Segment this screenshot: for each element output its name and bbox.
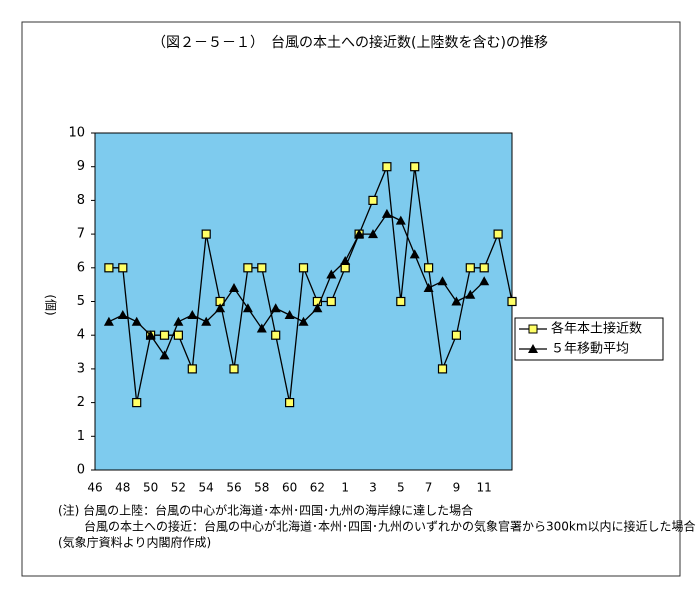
data-point bbox=[242, 303, 253, 313]
data-point bbox=[117, 309, 128, 319]
data-point bbox=[424, 263, 434, 273]
x-tick-label: 54 bbox=[199, 481, 214, 495]
y-axis-label: (個) bbox=[44, 294, 58, 315]
data-point bbox=[437, 276, 448, 286]
note: (気象庁資料より内閣府作成) bbox=[58, 535, 211, 550]
data-point bbox=[312, 303, 323, 313]
data-point bbox=[298, 316, 309, 326]
x-tick-label: 60 bbox=[282, 481, 297, 495]
y-tick-label: 3 bbox=[77, 361, 85, 376]
data-point bbox=[451, 296, 462, 306]
x-tick-label: 48 bbox=[115, 481, 130, 495]
x-tick-label: 50 bbox=[143, 481, 158, 495]
legend bbox=[514, 317, 664, 361]
data-point bbox=[354, 229, 365, 239]
data-point bbox=[437, 364, 448, 374]
data-point bbox=[298, 263, 309, 273]
data-point bbox=[131, 316, 142, 326]
data-point bbox=[229, 364, 239, 374]
data-point bbox=[326, 296, 336, 307]
legend-marker bbox=[528, 324, 538, 334]
data-point bbox=[201, 229, 211, 239]
data-point bbox=[159, 350, 170, 360]
data-point bbox=[479, 276, 490, 286]
x-tick-label: 52 bbox=[171, 481, 186, 495]
y-tick-label: 2 bbox=[77, 395, 85, 410]
x-tick-label: 58 bbox=[254, 481, 269, 495]
data-point bbox=[201, 316, 212, 326]
data-point bbox=[173, 316, 184, 326]
x-tick-label: 62 bbox=[310, 481, 325, 495]
data-point bbox=[187, 364, 197, 374]
y-tick-label: 6 bbox=[77, 260, 85, 275]
y-tick-label: 0 bbox=[77, 463, 85, 478]
x-tick-label: 3 bbox=[369, 481, 377, 495]
data-point bbox=[326, 269, 337, 279]
data-point bbox=[285, 398, 295, 408]
data-point bbox=[507, 296, 517, 307]
data-point bbox=[396, 296, 406, 307]
data-point bbox=[229, 283, 239, 293]
y-tick-label: 7 bbox=[77, 227, 85, 242]
y-tick-label: 8 bbox=[77, 193, 85, 208]
data-point bbox=[173, 330, 183, 340]
data-point bbox=[340, 256, 351, 266]
data-point bbox=[493, 229, 503, 239]
data-point bbox=[104, 263, 114, 273]
y-tick-label: 10 bbox=[68, 126, 85, 141]
data-point bbox=[187, 309, 198, 319]
x-tick-label: 7 bbox=[425, 481, 433, 495]
data-point bbox=[368, 195, 378, 205]
data-point bbox=[465, 263, 475, 273]
data-point bbox=[409, 249, 420, 259]
data-point bbox=[382, 162, 392, 172]
data-point bbox=[381, 208, 392, 218]
x-tick-label: 5 bbox=[397, 481, 405, 495]
y-tick-label: 4 bbox=[77, 328, 85, 343]
frame bbox=[21, 21, 681, 577]
data-point bbox=[451, 330, 461, 340]
data-point bbox=[145, 330, 156, 340]
data-point bbox=[410, 162, 420, 172]
data-point bbox=[465, 289, 476, 299]
legend-marker bbox=[528, 344, 538, 353]
x-tick-label: 46 bbox=[87, 481, 102, 495]
data-point bbox=[159, 330, 170, 340]
y-tick-label: 1 bbox=[77, 429, 85, 444]
x-tick-label: 11 bbox=[477, 481, 492, 495]
data-point bbox=[368, 229, 378, 239]
y-tick-label: 5 bbox=[77, 294, 85, 309]
x-tick-label: 56 bbox=[226, 481, 241, 495]
data-point bbox=[423, 283, 434, 293]
series-line bbox=[108, 213, 485, 357]
x-tick-label: 1 bbox=[341, 481, 349, 495]
y-tick-label: 9 bbox=[77, 159, 85, 174]
data-point bbox=[118, 263, 128, 273]
data-point bbox=[103, 316, 114, 326]
note: (注) 台風の上陸：台風の中心が北海道･本州･四国･九州の海岸線に達した場合 bbox=[58, 503, 473, 518]
data-point bbox=[132, 398, 142, 408]
data-point bbox=[270, 303, 281, 313]
data-point bbox=[215, 303, 226, 313]
data-point bbox=[256, 323, 267, 333]
data-point bbox=[257, 263, 267, 273]
data-point bbox=[243, 263, 253, 273]
legend-label: ５年移動平均 bbox=[551, 342, 629, 357]
note: 台風の本土への接近：台風の中心が北海道･本州･四国･九州のいずれかの気象官署から… bbox=[84, 519, 696, 534]
data-point bbox=[479, 263, 489, 273]
plot-area bbox=[94, 132, 513, 471]
data-point bbox=[395, 215, 406, 225]
legend-label: 各年本土接近数 bbox=[551, 321, 642, 337]
data-point bbox=[284, 309, 295, 319]
data-point bbox=[271, 330, 281, 340]
chart-title: （図２－５－１） 台風の本土への接近数(上陸数を含む)の推移 bbox=[152, 34, 548, 51]
x-tick-label: 9 bbox=[453, 481, 461, 495]
